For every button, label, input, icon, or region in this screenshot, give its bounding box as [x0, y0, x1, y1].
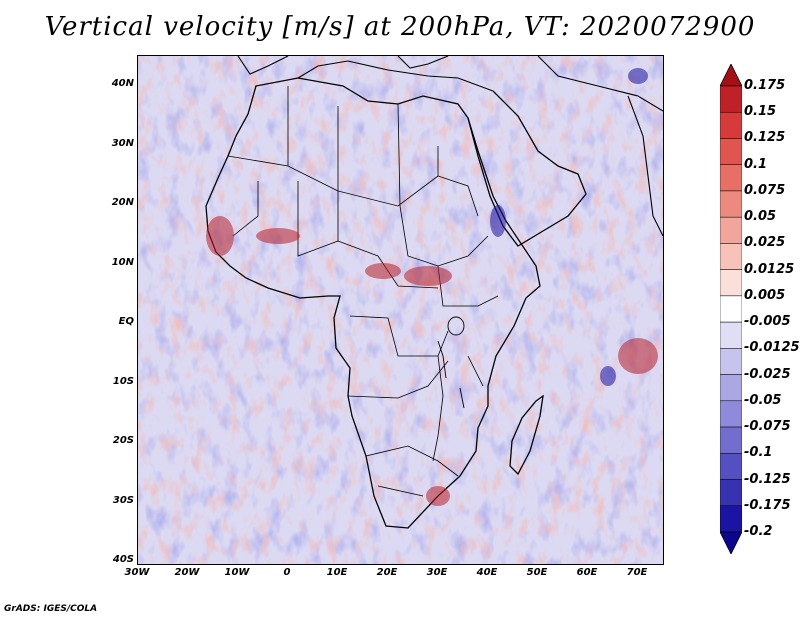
strong-downdraft-areas: [490, 68, 648, 386]
colorbar-segment: [720, 85, 742, 113]
longitude-label: 30W: [124, 567, 150, 578]
colorbar-level-label: -0.0125: [744, 340, 800, 356]
colorbar-level-label: 0.025: [744, 235, 786, 251]
longitude-label: 50E: [526, 567, 548, 578]
longitude-label: 20E: [376, 567, 398, 578]
country-borders: [227, 86, 499, 497]
colorbar-level-label: 0.175: [744, 78, 786, 93]
colorbar-segment: [720, 216, 742, 244]
colorbar-segment: [720, 505, 742, 533]
colorbar-level-label: 0.05: [744, 209, 777, 225]
lake-victoria: [447, 316, 465, 336]
latitude-label: 40S: [112, 554, 134, 565]
coastline-mediterranean: [297, 60, 494, 92]
colorbar-segment: [720, 348, 742, 375]
colorbar-segment: [720, 138, 742, 165]
colorbar-level-label: 0.125: [744, 130, 786, 146]
coastline-india: [627, 95, 663, 237]
latitude-label: EQ: [118, 316, 134, 327]
colorbar-level-label: -0.1: [744, 445, 773, 461]
coastline-europe: [237, 56, 663, 112]
colorbar-level-label: 0.1: [744, 156, 768, 172]
colorbar-level-label: -0.075: [744, 419, 791, 435]
colorbar-segment: [720, 295, 742, 323]
colorbar-segment: [720, 190, 742, 218]
colorbar-segment: [720, 453, 742, 480]
colorbar-segment: [720, 426, 742, 454]
field-texture: [138, 56, 663, 564]
colorbar-segment: [720, 374, 742, 402]
colorbar-level-label: 0.075: [744, 182, 786, 198]
strong-updraft-areas: [206, 216, 658, 506]
colorbar-segment: [720, 111, 742, 139]
lake-tanganyika: [437, 340, 447, 379]
longitude-label: 30E: [426, 567, 448, 578]
map-title: Vertical velocity [m/s] at 200hPa, VT: 2…: [44, 12, 756, 42]
latitude-label: 30S: [112, 494, 134, 506]
velocity-field: [138, 56, 663, 564]
latitude-label: 10S: [112, 375, 134, 387]
longitude-label: 0: [283, 567, 291, 578]
colorbar-segment: [720, 479, 742, 507]
latitude-label: 20S: [112, 435, 134, 446]
longitude-label: 70E: [626, 567, 648, 578]
coastline-arabia: [467, 90, 587, 247]
colorbar-segment: [720, 269, 742, 297]
colorbar-segment: [720, 321, 742, 349]
latitude-label: 30N: [111, 137, 134, 149]
latitude-label: 20N: [111, 197, 134, 208]
longitude-label: 40E: [476, 567, 498, 578]
coastline-madagascar: [509, 394, 544, 476]
colorbar-bottom-arrow: [720, 531, 742, 554]
colorbar-level-label: -0.025: [744, 366, 791, 382]
latitude-label: 40N: [111, 78, 134, 89]
colorbar-level-label: 0.005: [744, 287, 786, 303]
colorbar-level-label: 0.15: [744, 104, 777, 120]
colorbar-level-label: -0.125: [744, 471, 791, 487]
longitude-label: 10W: [224, 567, 250, 578]
colorbar: [720, 64, 742, 554]
colorbar-segment: [720, 243, 742, 270]
grads-credit: GrADS: IGES/COLA: [4, 604, 98, 614]
lake-malawi: [459, 387, 465, 409]
latitude-label: 10N: [111, 256, 134, 268]
colorbar-top-arrow: [720, 64, 742, 87]
colorbar-segment: [720, 400, 742, 428]
longitude-label: 60E: [576, 567, 598, 578]
longitude-label: 20W: [174, 567, 200, 578]
colorbar-segment: [720, 164, 742, 192]
colorbar-level-label: -0.05: [744, 392, 782, 408]
colorbar-level-label: 0.0125: [744, 261, 795, 277]
colorbar-level-label: -0.175: [744, 497, 791, 513]
map-plot-area: [137, 55, 664, 565]
colorbar-level-label: -0.005: [744, 314, 791, 330]
colorbar-level-label: -0.2: [744, 524, 773, 539]
longitude-label: 10E: [326, 567, 348, 578]
